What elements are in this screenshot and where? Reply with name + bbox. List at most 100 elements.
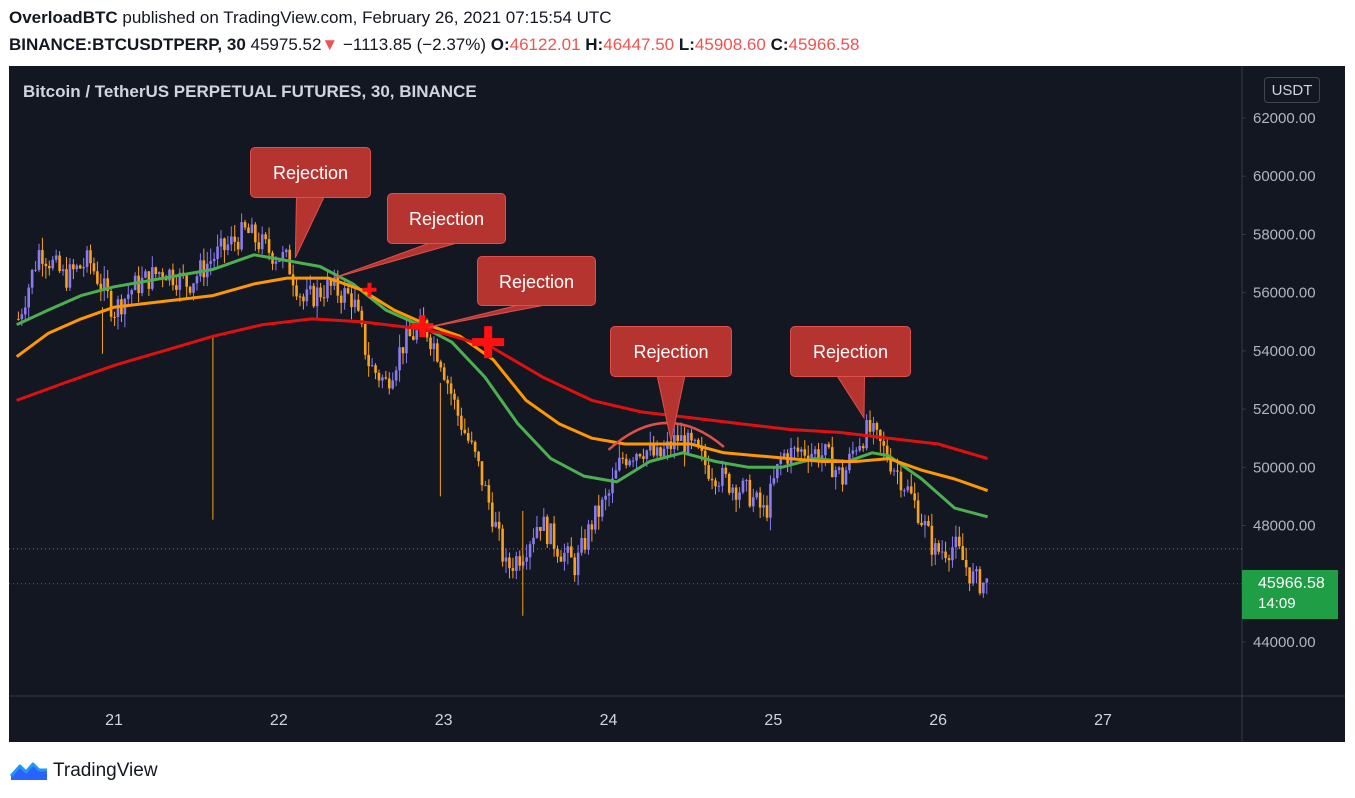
candle-body [453,393,456,400]
candle-body [587,524,590,550]
candle-body [473,441,477,452]
moving-average-line [16,317,989,461]
candle-body [824,444,827,456]
candle-body [470,440,473,442]
candle-body [796,447,800,452]
candle-body [188,286,192,293]
candle-body [233,236,237,242]
candle-body [339,295,343,303]
y-tick-label: 56000.00 [1253,285,1316,302]
x-tick-label: 23 [435,712,453,729]
candle-body [477,451,480,462]
candle-body [607,493,611,496]
currency-unit-button[interactable]: USDT [1264,77,1320,103]
candle-body [899,471,903,491]
price-chart[interactable]: 62000.00 60000.00 58000.00 56000.00 54000.00… [9,66,1345,742]
rejection-callout[interactable]: Rejection [387,193,506,244]
candle-body [384,377,388,379]
candle-body [892,470,896,472]
candle-body [604,495,607,500]
candle-body [954,536,958,548]
candle-body [748,479,752,507]
high-value: 46447.50 [603,35,675,54]
candle-body [82,266,85,269]
candle-body [937,543,941,552]
candle-body [841,467,844,485]
candle-body [223,238,226,251]
candle-body [697,439,700,448]
candle-body [436,343,439,362]
candle-body [295,285,298,297]
last-price: 45975.52 [250,35,322,54]
candle-body [968,567,971,584]
candle-body [758,492,762,508]
candle-body [487,485,491,503]
candle-body [817,449,820,463]
candle-body [439,361,443,368]
candle-body [765,505,769,518]
candle-body [442,367,446,380]
candle-body [315,287,319,307]
candle-body [868,419,872,432]
candle-body [212,258,216,262]
candle-body [511,568,515,571]
candle-body [157,272,161,275]
candle-body [717,485,721,487]
low-value: 45908.60 [694,35,766,54]
candle-body [631,460,635,462]
candle-body [254,224,257,243]
candle-body [580,538,583,553]
author-name[interactable]: OverloadBTC [9,8,118,27]
candle-body [494,521,498,527]
candle-body [23,307,27,315]
candle-body [466,432,470,441]
rejection-callout[interactable]: Rejection [477,256,596,306]
candle-body [449,383,453,394]
candle-body [357,299,360,311]
candle-body [731,487,734,493]
chart-frame[interactable]: 62000.00 60000.00 58000.00 56000.00 54000.00… [9,66,1345,742]
candle-body [96,271,99,284]
rejection-callout[interactable]: Rejection [610,326,732,377]
candle-body [202,260,206,278]
candle-body [480,461,484,486]
candle-body [710,478,714,481]
footer-brand[interactable]: TradingView [53,760,158,781]
candle-body [875,423,879,430]
candle-body [714,480,717,487]
candle-body [243,222,247,228]
candle-body [130,290,134,295]
candle-body [594,505,597,530]
candle-body [532,537,535,545]
ohlc-line: BINANCE:BTCUSDTPERP, 30 45975.52▼ −1113.… [9,35,859,55]
candle-body [909,486,913,494]
candle-body [566,546,570,553]
candle-body [72,264,75,270]
low-label: L: [678,35,695,54]
candle-body [387,378,391,389]
candle-body [940,551,944,553]
symbol-label: BINANCE:BTCUSDTPERP, 30 [9,35,246,54]
candle-body [336,277,340,296]
candle-body [834,470,837,478]
candle-body [741,480,745,493]
candle-body [614,470,618,479]
candle-body [947,558,951,561]
candle-body [257,242,261,250]
candle-body [185,275,188,287]
candle-body [896,470,899,472]
publish-line: OverloadBTC published on TradingView.com… [9,8,612,28]
candle-body [597,505,601,517]
candle-body [68,264,72,288]
candle-body [724,467,728,474]
candle-body [504,557,508,562]
rejection-callout[interactable]: Rejection [790,326,911,377]
rejection-callout[interactable]: Rejection [250,147,371,198]
tradingview-logo-icon[interactable] [9,760,49,782]
candle-body [226,244,230,251]
candle-body [17,318,20,320]
candle-body [75,265,79,270]
candle-body [659,447,662,457]
candle-body [113,316,116,318]
candle-body [61,269,65,272]
